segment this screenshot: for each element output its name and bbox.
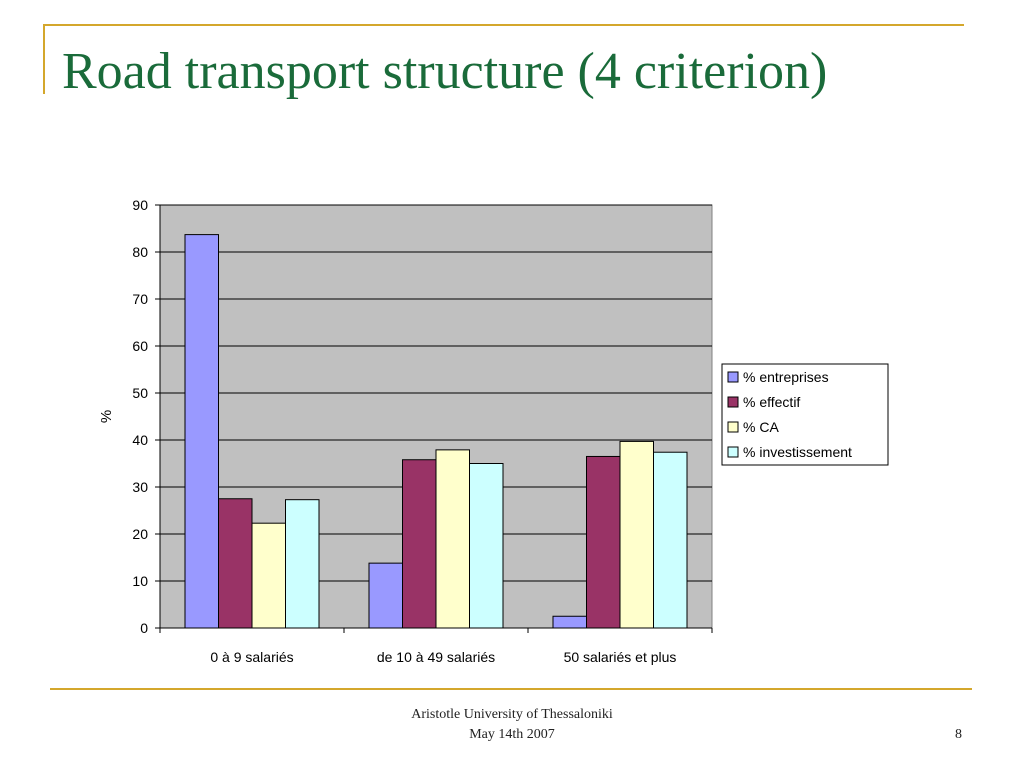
footer-rule xyxy=(50,688,972,690)
x-tick-label: 50 salariés et plus xyxy=(564,649,677,665)
bar xyxy=(251,522,286,629)
bar xyxy=(619,440,654,629)
legend-swatch xyxy=(727,371,739,383)
y-tick-label: 90 xyxy=(132,197,148,213)
bar xyxy=(435,449,470,629)
y-tick-label: 40 xyxy=(132,432,148,448)
page-number: 8 xyxy=(955,727,962,742)
x-tick-label: de 10 à 49 salariés xyxy=(377,649,495,665)
bar xyxy=(586,455,621,629)
slide-title: Road transport structure (4 criterion) xyxy=(62,43,828,100)
bar xyxy=(184,234,219,629)
legend-label: % investissement xyxy=(743,444,852,460)
legend-label: % entreprises xyxy=(743,369,829,385)
legend-label: % effectif xyxy=(743,394,800,410)
slide-top-rule xyxy=(43,24,964,26)
y-tick-label: 30 xyxy=(132,479,148,495)
y-tick-label: 60 xyxy=(132,338,148,354)
bar xyxy=(368,562,403,629)
bar xyxy=(469,463,504,629)
y-tick-label: 80 xyxy=(132,244,148,260)
y-tick-label: 0 xyxy=(140,620,148,636)
legend-label: % CA xyxy=(743,419,779,435)
bar xyxy=(552,615,587,629)
legend-swatch xyxy=(727,421,739,433)
footer-organization: Aristotle University of Thessaloniki xyxy=(411,707,613,722)
bar xyxy=(218,498,253,629)
legend xyxy=(721,363,889,466)
footer-date: May 14th 2007 xyxy=(469,727,555,742)
slide-left-rule xyxy=(43,24,45,94)
bar xyxy=(285,499,320,629)
bar xyxy=(402,459,437,629)
x-tick-label: 0 à 9 salariés xyxy=(210,649,293,665)
y-tick-label: 10 xyxy=(132,573,148,589)
bar xyxy=(653,451,688,629)
y-tick-label: 20 xyxy=(132,526,148,542)
y-tick-label: 70 xyxy=(132,291,148,307)
legend-swatch xyxy=(727,396,739,408)
y-tick-label: 50 xyxy=(132,385,148,401)
y-axis-label: % xyxy=(98,410,115,423)
legend-swatch xyxy=(727,446,739,458)
